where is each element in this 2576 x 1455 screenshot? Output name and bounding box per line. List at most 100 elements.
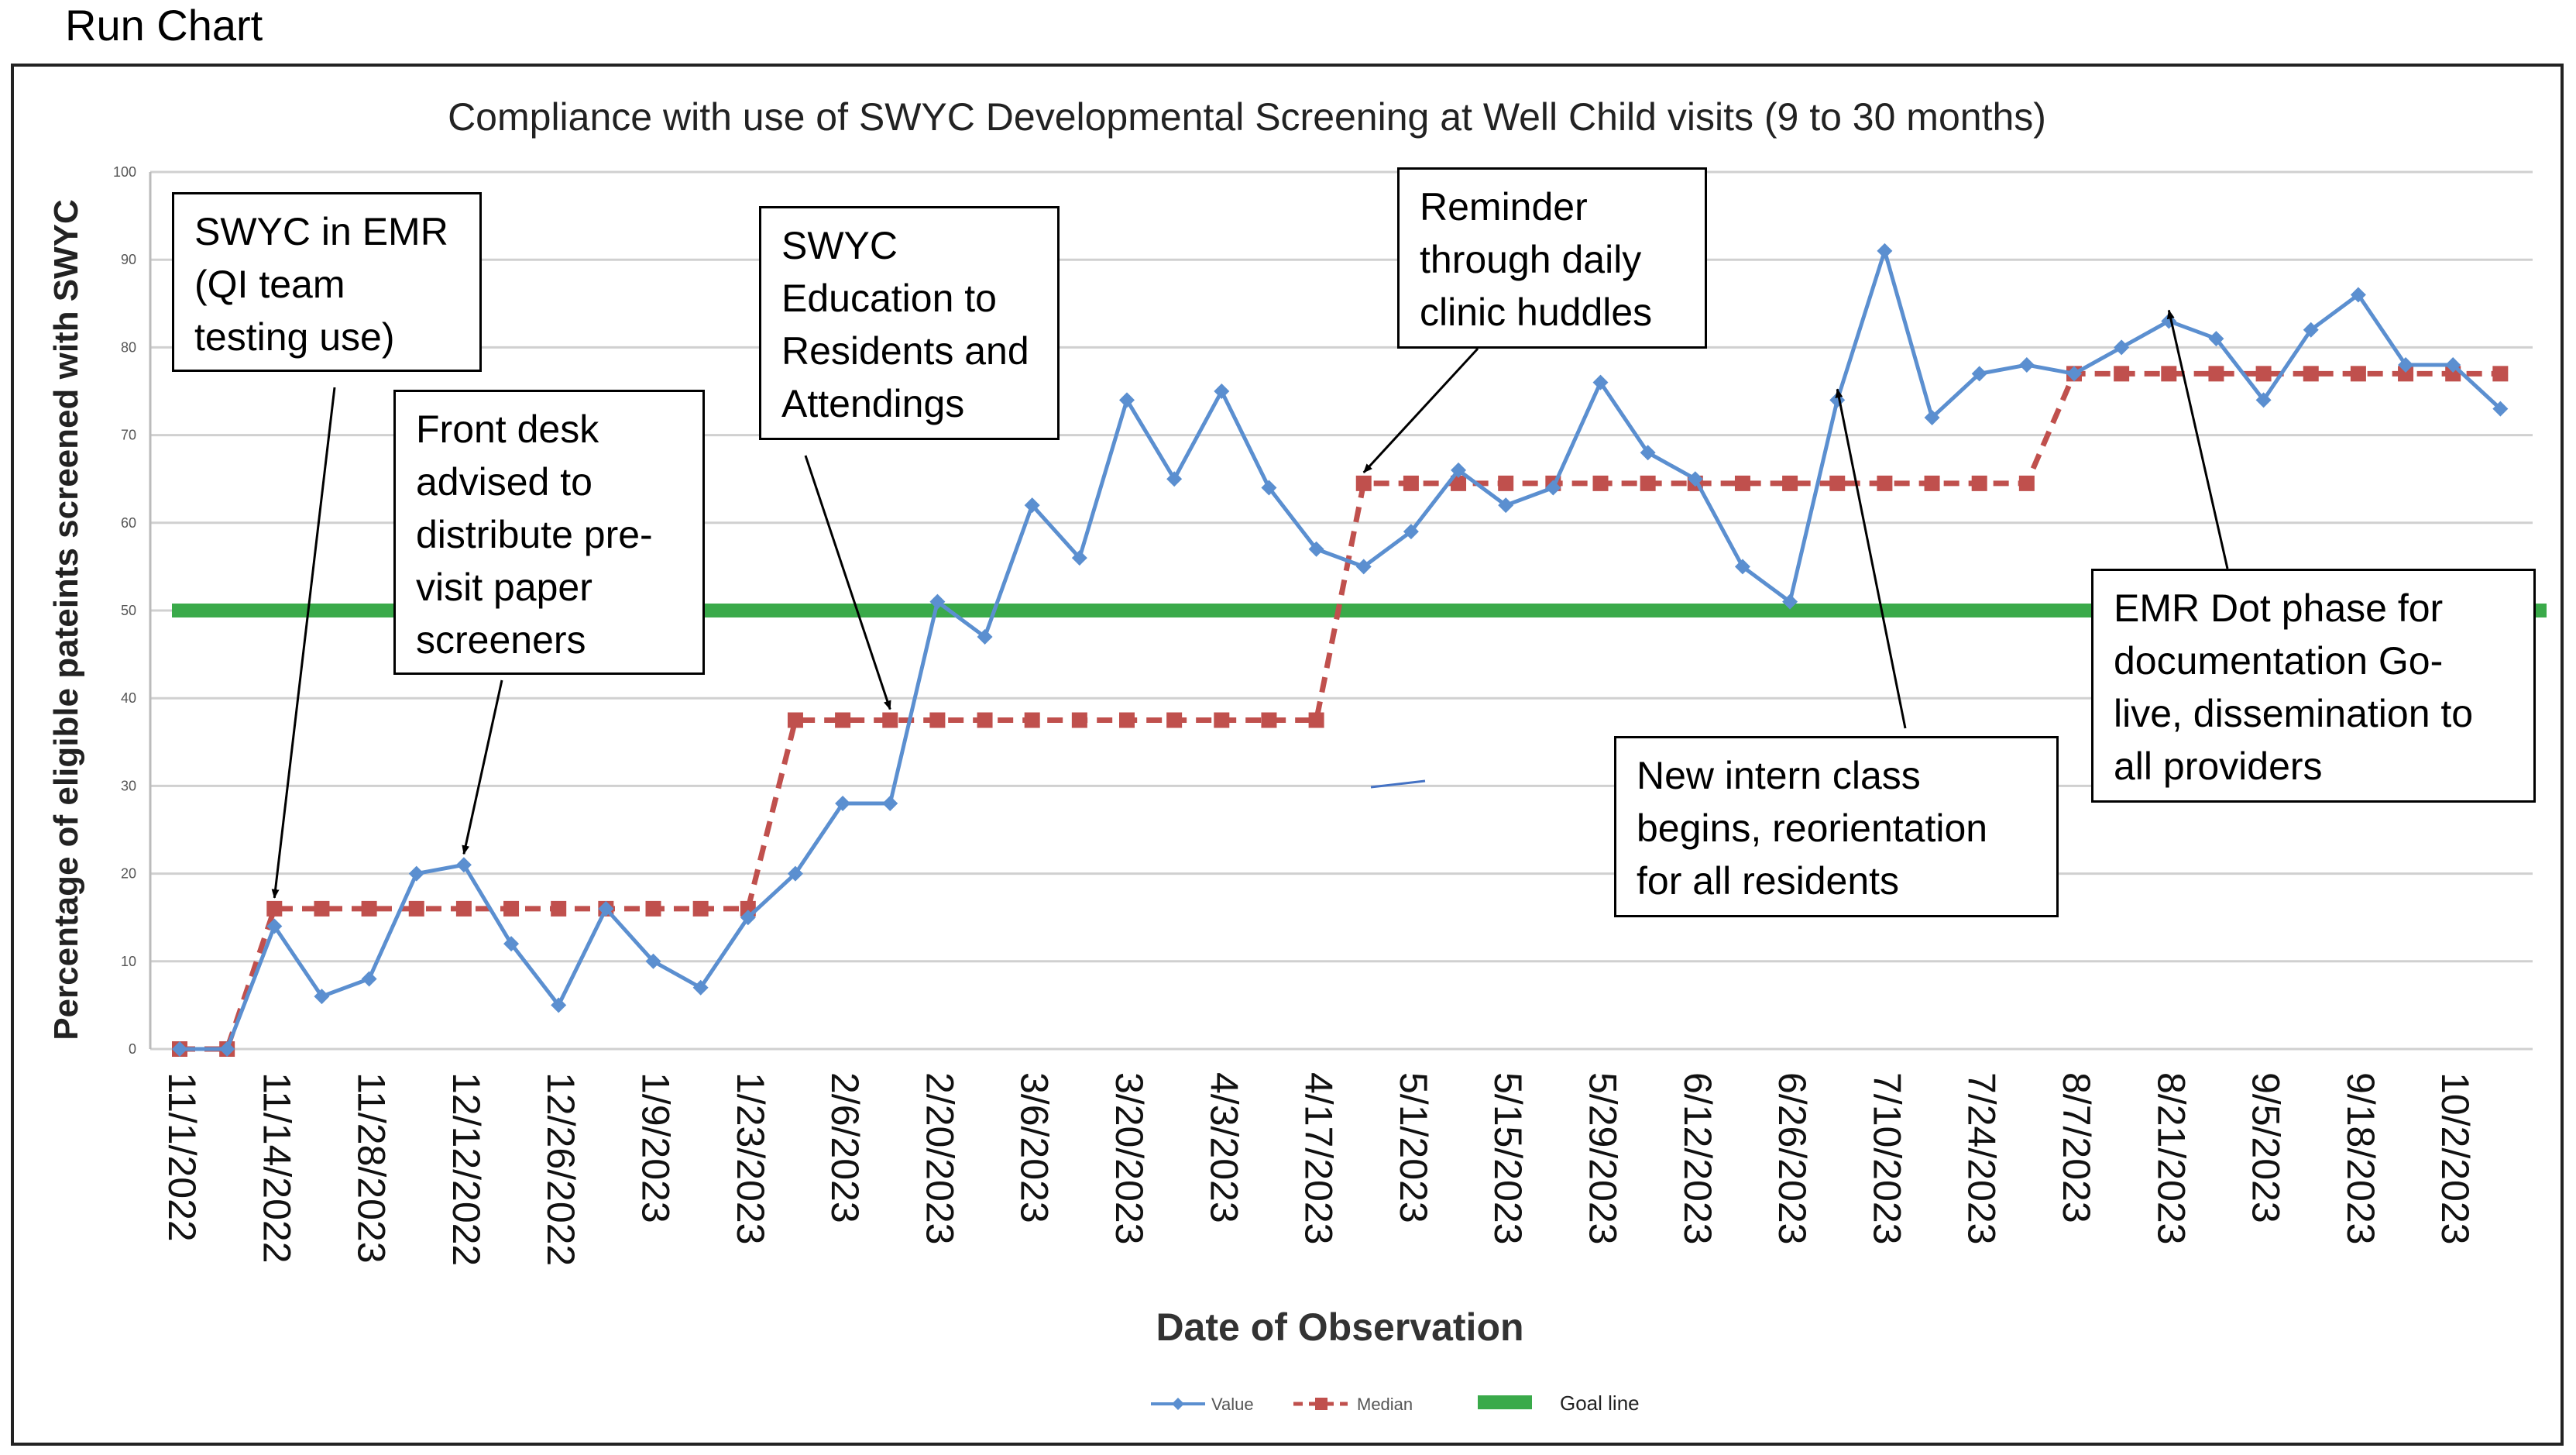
- value-point: [1782, 593, 1798, 610]
- value-point: [1924, 409, 1940, 425]
- y-tick-label: 30: [121, 778, 136, 793]
- x-tick-label-group: 12/26/2022: [539, 1072, 582, 1266]
- value-point: [1971, 366, 1987, 382]
- median-point: [2492, 366, 2509, 382]
- value-point: [503, 936, 520, 952]
- stray-mark: [1370, 779, 1426, 789]
- x-tick-label: 12/12/2022: [445, 1072, 488, 1266]
- callout-new-intern: New intern class begins, reorientation f…: [1614, 736, 2059, 917]
- x-tick-label-group: 3/20/2023: [1108, 1072, 1151, 1244]
- x-tick-label: 7/10/2023: [1865, 1072, 1908, 1244]
- value-point: [1119, 392, 1135, 408]
- median-point: [1782, 475, 1798, 491]
- annotation-arrow: [1362, 347, 1479, 473]
- value-point: [2445, 357, 2461, 373]
- callout-line: begins, reorientation: [1637, 807, 1988, 850]
- median-point: [1640, 475, 1656, 491]
- median-point: [551, 900, 567, 917]
- value-point: [2350, 287, 2366, 303]
- x-tick-label-group: 6/26/2023: [1771, 1072, 1814, 1244]
- x-tick-label: 1/23/2023: [729, 1072, 772, 1244]
- x-tick-label-group: 7/10/2023: [1865, 1072, 1908, 1244]
- chart-title: Compliance with use of SWYC Developmenta…: [448, 95, 2046, 139]
- x-tick-label-group: 4/17/2023: [1297, 1072, 1341, 1244]
- value-point: [455, 857, 472, 873]
- value-point: [1071, 550, 1087, 566]
- median-point: [1498, 475, 1514, 491]
- x-tick-label: 2/6/2023: [823, 1072, 867, 1223]
- callout-line: Attendings: [781, 382, 965, 425]
- value-point: [1545, 480, 1561, 496]
- legend: Value Median Goal line: [1151, 1391, 1640, 1415]
- x-tick-label-group: 8/21/2023: [2149, 1072, 2193, 1244]
- annotation-arrow: [1835, 388, 1907, 729]
- median-point: [455, 900, 472, 917]
- callout-line: live, dissemination to: [2114, 692, 2474, 735]
- value-point: [1592, 374, 1609, 390]
- legend-value-label: Value: [1211, 1395, 1254, 1414]
- value-point: [598, 900, 614, 917]
- y-tick-label: 40: [121, 690, 136, 706]
- callout-swyc-education: SWYC Education to Residents and Attendin…: [759, 206, 1060, 440]
- callout-line: clinic huddles: [1420, 291, 1653, 334]
- value-point: [2208, 331, 2224, 347]
- median-point: [1403, 475, 1419, 491]
- callout-swyc-in-emr: SWYC in EMR (QI team testing use): [172, 192, 482, 372]
- median-point: [1214, 712, 1230, 728]
- x-tick-label: 8/21/2023: [2149, 1072, 2193, 1244]
- y-tick-label: 60: [121, 515, 136, 531]
- value-point: [1734, 559, 1750, 575]
- median-point: [361, 900, 377, 917]
- median-point: [1166, 712, 1183, 728]
- x-tick-label-group: 12/12/2022: [445, 1072, 488, 1266]
- median-point: [1024, 712, 1040, 728]
- callout-line: screeners: [416, 618, 586, 662]
- callout-line: SWYC in EMR: [194, 210, 448, 253]
- legend-median-label: Median: [1357, 1395, 1413, 1414]
- y-tick-labels: 0 10 20 30 40 50 60 70 80 90 100: [113, 164, 136, 1057]
- value-point: [2066, 366, 2082, 382]
- value-point: [266, 918, 283, 934]
- x-tick-label-group: 5/1/2023: [1392, 1072, 1435, 1223]
- x-tick-label: 1/9/2023: [634, 1072, 678, 1223]
- x-tick-label-group: 11/14/2022: [255, 1072, 298, 1264]
- median-point: [1829, 475, 1846, 491]
- chart-frame: [11, 64, 2564, 1446]
- x-tick-label: 7/24/2023: [1960, 1072, 2004, 1244]
- median-point: [1734, 475, 1750, 491]
- callout-line: visit paper: [416, 566, 592, 609]
- callout-line: New intern class: [1637, 754, 1921, 797]
- x-tick-label-group: 2/6/2023: [823, 1072, 867, 1223]
- value-point: [1687, 471, 1703, 487]
- page-heading: Run Chart: [65, 1, 263, 50]
- y-tick-label: 50: [121, 603, 136, 618]
- value-point: [2114, 339, 2130, 356]
- legend-value-marker: [1172, 1398, 1184, 1410]
- annotation-arrow: [804, 455, 891, 710]
- callout-front-desk: Front desk advised to distribute pre- vi…: [393, 390, 705, 675]
- callout-line: EMR Dot phase for: [2114, 586, 2444, 630]
- callout-line: Front desk: [416, 408, 599, 451]
- x-tick-label-group: 6/12/2023: [1676, 1072, 1719, 1244]
- x-tick-label: 5/29/2023: [1582, 1072, 1625, 1244]
- median-point: [2350, 366, 2366, 382]
- callout-line: (QI team: [194, 263, 345, 306]
- x-tick-label: 6/26/2023: [1771, 1072, 1814, 1244]
- median-point: [408, 900, 424, 917]
- value-point: [1024, 497, 1040, 514]
- median-point: [2114, 366, 2130, 382]
- median-point: [645, 900, 661, 917]
- value-point: [1640, 445, 1656, 461]
- x-tick-label-group: 4/3/2023: [1202, 1072, 1245, 1223]
- value-point: [408, 865, 424, 882]
- median-point: [977, 712, 993, 728]
- median-point: [1451, 475, 1467, 491]
- median-point: [1971, 475, 1987, 491]
- value-point: [977, 628, 993, 645]
- x-tick-label: 2/20/2023: [918, 1072, 961, 1244]
- median-point: [503, 900, 520, 917]
- x-tick-label: 3/6/2023: [1013, 1072, 1056, 1223]
- y-tick-label: 0: [129, 1041, 136, 1057]
- annotation-arrow: [2166, 309, 2229, 569]
- x-tick-label-group: 10/2/2023: [2433, 1072, 2477, 1244]
